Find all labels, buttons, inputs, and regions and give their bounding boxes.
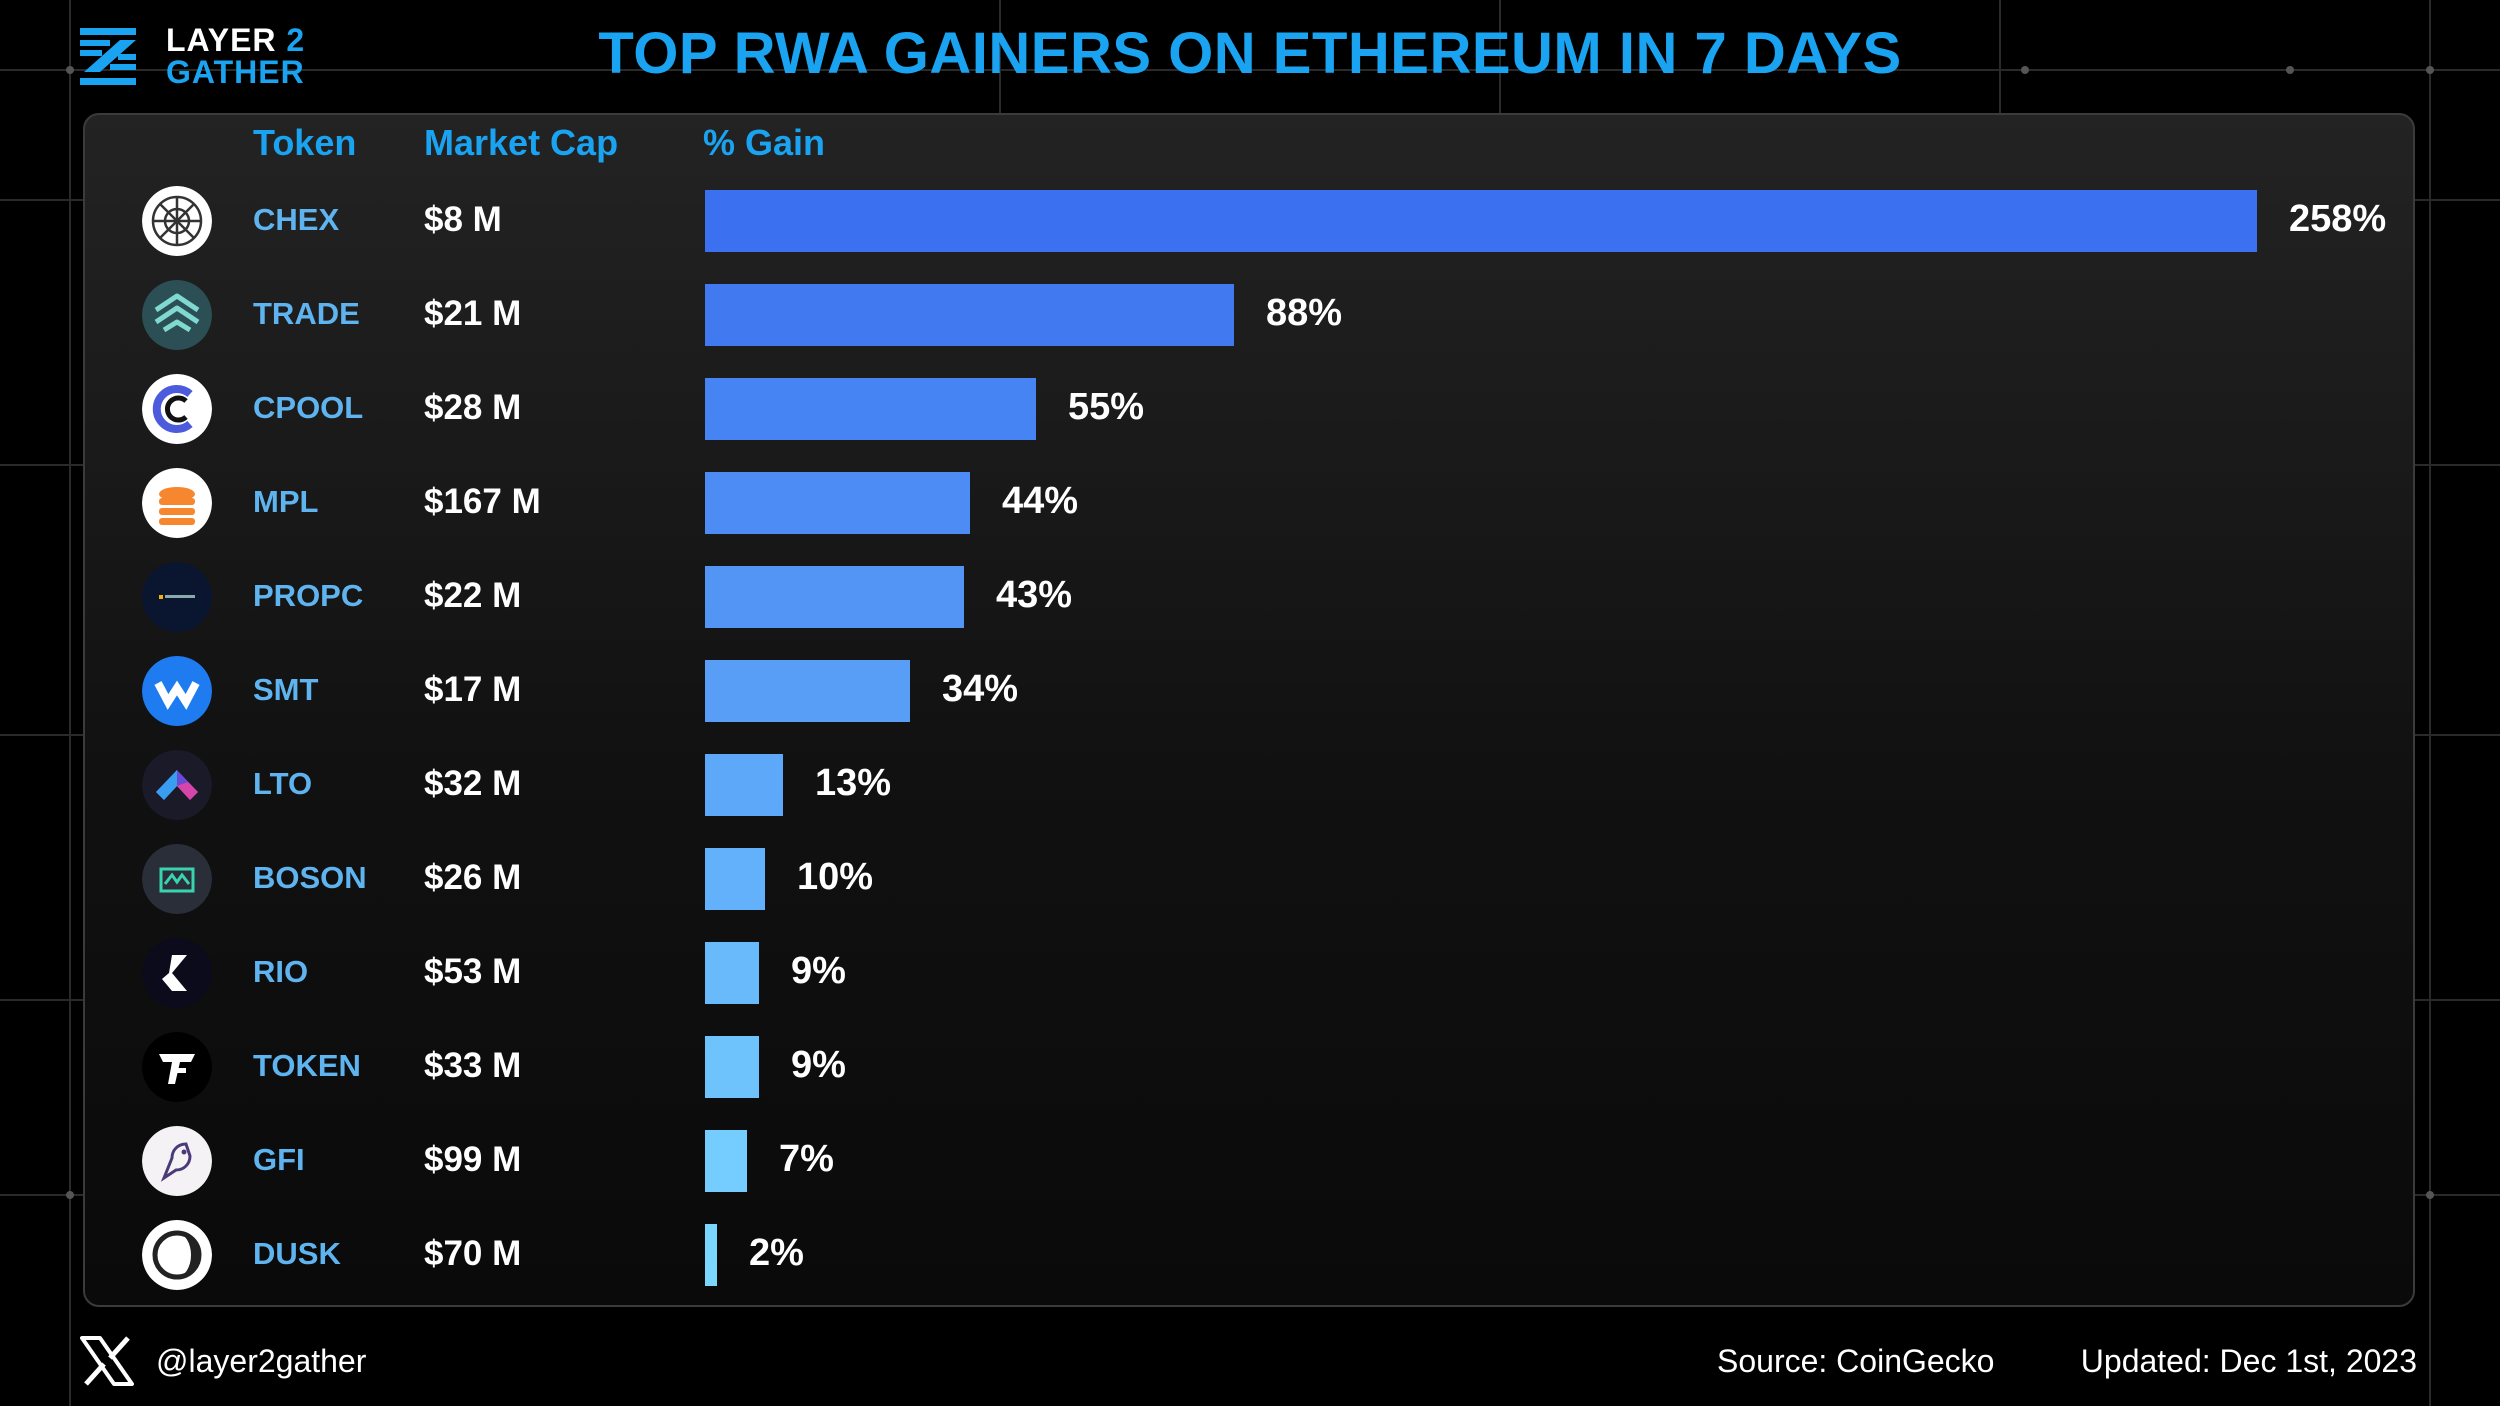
gain-bar	[705, 942, 759, 1004]
market-cap-value: $17 M	[424, 670, 522, 709]
market-cap-value: $32 M	[424, 764, 522, 803]
gain-value-label: 9%	[791, 950, 846, 992]
gain-value-label: 258%	[2289, 198, 2387, 240]
gain-value-label: 88%	[1266, 292, 1343, 334]
gain-value-label: 9%	[791, 1044, 846, 1086]
token-symbol: PROPC	[253, 578, 364, 613]
token-symbol: DUSK	[253, 1236, 341, 1271]
gain-value-label: 2%	[749, 1232, 804, 1274]
market-cap-value: $167 M	[424, 482, 541, 521]
token-symbol: CHEX	[253, 202, 340, 237]
gain-bar	[705, 566, 964, 628]
dusk-icon	[142, 1220, 212, 1290]
boson-icon	[142, 844, 212, 914]
token-symbol: CPOOL	[253, 390, 364, 425]
gain-bar	[705, 378, 1036, 440]
updated-date: Updated: Dec 1st, 2023	[2080, 1343, 2417, 1379]
gain-bar	[705, 1224, 717, 1286]
chart-row: CPOOL $28 M 55%	[0, 362, 2500, 456]
token-icon	[142, 1032, 212, 1102]
token-symbol: LTO	[253, 766, 313, 801]
token-symbol: RIO	[253, 954, 309, 989]
token-symbol: TOKEN	[253, 1048, 361, 1083]
gain-value-label: 10%	[797, 856, 874, 898]
gain-bar	[705, 754, 783, 816]
chart-row: TRADE $21 M 88%	[0, 268, 2500, 362]
brand-line1: LAYER	[166, 22, 277, 58]
cpool-icon	[142, 374, 212, 444]
market-cap-value: $22 M	[424, 576, 522, 615]
gain-value-label: 55%	[1068, 386, 1145, 428]
gain-bar	[705, 660, 910, 722]
gain-value-label: 13%	[815, 762, 892, 804]
gain-bar	[705, 472, 970, 534]
gain-value-label: 43%	[996, 574, 1073, 616]
chart-row: PROPC $22 M 43%	[0, 550, 2500, 644]
chart-row: DUSK $70 M 2%	[0, 1208, 2500, 1302]
token-symbol: SMT	[253, 672, 319, 707]
gain-bar	[705, 1036, 759, 1098]
gain-bar	[705, 1130, 747, 1192]
propc-icon	[142, 562, 212, 632]
gfi-icon	[142, 1126, 212, 1196]
chart-row: RIO $53 M 9%	[0, 926, 2500, 1020]
market-cap-value: $33 M	[424, 1046, 522, 1085]
chart-row: GFI $99 M 7%	[0, 1114, 2500, 1208]
x-logo-icon	[80, 1336, 134, 1386]
market-cap-value: $28 M	[424, 388, 522, 427]
header-market-cap: Market Cap	[424, 122, 619, 163]
smt-icon	[142, 656, 212, 726]
trade-icon	[142, 280, 212, 350]
header-gain: % Gain	[703, 122, 826, 163]
chart-row: BOSON $26 M 10%	[0, 832, 2500, 926]
lto-icon	[142, 750, 212, 820]
token-symbol: GFI	[253, 1142, 305, 1177]
market-cap-value: $53 M	[424, 952, 522, 991]
source-note: Source: CoinGecko	[1717, 1343, 1995, 1379]
chex-icon	[142, 186, 212, 256]
brand-logo: LAYER 2 GATHER	[80, 24, 340, 88]
rio-icon	[142, 938, 212, 1008]
gain-value-label: 44%	[1002, 480, 1079, 522]
token-symbol: BOSON	[253, 860, 367, 895]
gain-value-label: 7%	[779, 1138, 834, 1180]
token-symbol: TRADE	[253, 296, 360, 331]
chart-title: TOP RWA GAINERS ON ETHEREUM IN 7 DAYS	[598, 21, 1902, 86]
layer2-logo-icon	[80, 28, 136, 85]
brand-line2: GATHER	[166, 54, 305, 90]
chart-row: CHEX $8 M 258%	[0, 174, 2500, 268]
chart-panel	[83, 113, 2415, 1307]
gain-value-label: 34%	[942, 668, 1019, 710]
mpl-icon	[142, 468, 212, 538]
token-symbol: MPL	[253, 484, 319, 519]
chart-row: LTO $32 M 13%	[0, 738, 2500, 832]
gain-bar	[705, 190, 2257, 252]
chart-row: SMT $17 M 34%	[0, 644, 2500, 738]
social-handle: @layer2gather	[156, 1343, 367, 1379]
market-cap-value: $21 M	[424, 294, 522, 333]
gain-bar	[705, 848, 765, 910]
brand-line1-number: 2	[286, 22, 306, 58]
chart-row: TOKEN $33 M 9%	[0, 1020, 2500, 1114]
market-cap-value: $99 M	[424, 1140, 522, 1179]
chart-row: MPL $167 M 44%	[0, 456, 2500, 550]
gain-bar	[705, 284, 1234, 346]
market-cap-value: $26 M	[424, 858, 522, 897]
header-token: Token	[253, 122, 357, 163]
market-cap-value: $8 M	[424, 200, 502, 239]
market-cap-value: $70 M	[424, 1234, 522, 1273]
